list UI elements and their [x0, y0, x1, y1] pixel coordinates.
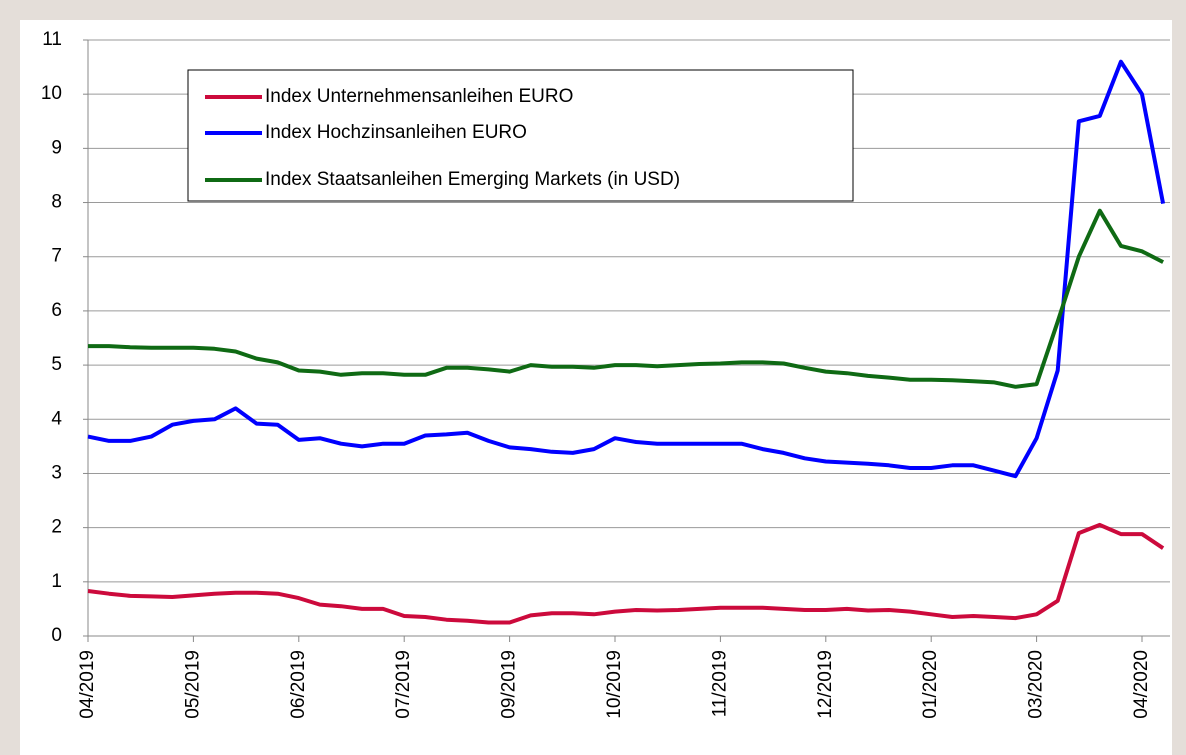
legend: Index Unternehmensanleihen EURO Index Hoc… [187, 69, 854, 202]
x-tick-label: 01/2020 [920, 650, 941, 719]
line-series [87, 522, 1165, 625]
legend-label: Index Hochzinsanleihen EURO [265, 122, 527, 143]
legend-label: Index Staatsanleihen Emerging Markets (i… [265, 169, 680, 190]
x-tick-label: 10/2019 [604, 650, 625, 719]
x-tick-label: 04/2019 [77, 650, 98, 719]
legend-label: Index Unternehmensanleihen EURO [265, 86, 573, 107]
y-tick-label: 4 [51, 408, 62, 429]
y-tick-label: 10 [41, 83, 62, 104]
x-tick-label: 07/2019 [393, 650, 414, 719]
y-tick-label: 9 [51, 137, 62, 158]
y-tick-label: 1 [51, 571, 62, 592]
y-tick-label: 0 [51, 625, 62, 646]
x-tick-label: 09/2019 [499, 650, 520, 719]
y-tick-label: 2 [51, 517, 62, 538]
line-series [87, 59, 1166, 479]
x-tick-label: 05/2019 [182, 650, 203, 719]
y-tick-label: 11 [42, 29, 62, 50]
x-tick-label: 06/2019 [288, 650, 309, 719]
x-tick-label: 04/2020 [1131, 650, 1152, 719]
x-tick-label: 12/2019 [815, 650, 836, 719]
x-tick-label: 03/2020 [1026, 650, 1047, 719]
y-tick-label: 6 [51, 300, 62, 321]
y-tick-label: 3 [51, 462, 62, 483]
line-series [88, 208, 1165, 389]
x-tick-label: 11/2019 [709, 650, 730, 717]
y-tick-label: 5 [51, 354, 62, 375]
y-tick-label: 8 [51, 192, 62, 213]
legend-box [187, 69, 854, 202]
y-tick-label: 7 [51, 246, 62, 267]
